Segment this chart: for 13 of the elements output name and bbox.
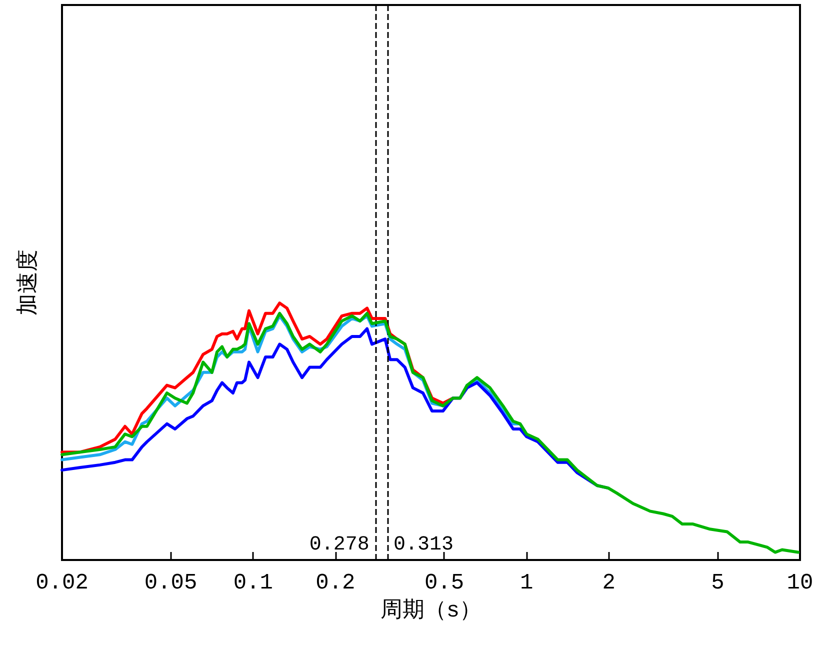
ref-line-label: 0.313 [393, 534, 454, 556]
x-tick-label: 5 [711, 570, 724, 596]
x-tick-label: 0.02 [36, 570, 88, 596]
x-tick-label: 0.5 [424, 570, 464, 596]
x-tick-label: 0.1 [233, 570, 273, 596]
x-tick-label: 2 [602, 570, 616, 596]
x-axis-title: 周期（s） [380, 598, 482, 624]
x-tick-label: 0.2 [316, 570, 356, 596]
x-tick-label: 1 [520, 570, 534, 596]
y-axis-title: 加速度 [16, 250, 42, 316]
x-tick-label: 0.05 [144, 570, 198, 596]
x-tick-label: 10 [786, 570, 814, 596]
ref-line-label: 0.278 [309, 534, 370, 556]
